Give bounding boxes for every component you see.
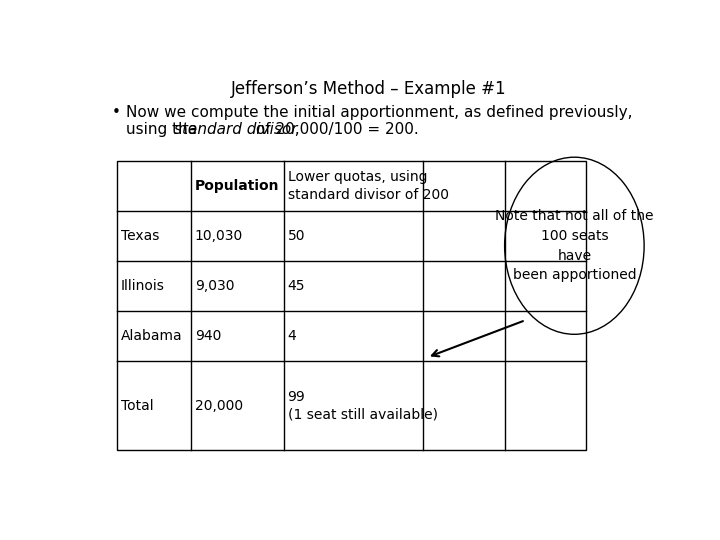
Text: 940: 940 bbox=[194, 329, 221, 343]
Text: 4: 4 bbox=[287, 329, 297, 343]
Bar bbox=[117, 161, 586, 450]
Text: Alabama: Alabama bbox=[121, 329, 183, 343]
Text: 45: 45 bbox=[287, 279, 305, 293]
Text: of 20,000/100 = 200.: of 20,000/100 = 200. bbox=[251, 122, 418, 137]
Text: Now we compute the initial apportionment, as defined previously,: Now we compute the initial apportionment… bbox=[126, 105, 632, 120]
Text: 20,000: 20,000 bbox=[194, 399, 243, 413]
Text: Lower quotas, using
standard divisor of 200: Lower quotas, using standard divisor of … bbox=[287, 170, 449, 202]
Text: 99
(1 seat still available): 99 (1 seat still available) bbox=[287, 389, 438, 421]
Text: 50: 50 bbox=[287, 229, 305, 243]
Text: Population: Population bbox=[195, 179, 279, 193]
Text: 9,030: 9,030 bbox=[194, 279, 234, 293]
Text: 10,030: 10,030 bbox=[194, 229, 243, 243]
Text: Illinois: Illinois bbox=[121, 279, 165, 293]
Text: standard divisor: standard divisor bbox=[174, 122, 297, 137]
Text: Texas: Texas bbox=[121, 229, 159, 243]
Text: using the: using the bbox=[126, 122, 202, 137]
Text: Jefferson’s Method – Example #1: Jefferson’s Method – Example #1 bbox=[231, 80, 507, 98]
Text: •: • bbox=[112, 105, 120, 120]
Text: Note that not all of the
100 seats
have
been apportioned: Note that not all of the 100 seats have … bbox=[495, 210, 654, 282]
Text: Total: Total bbox=[121, 399, 153, 413]
